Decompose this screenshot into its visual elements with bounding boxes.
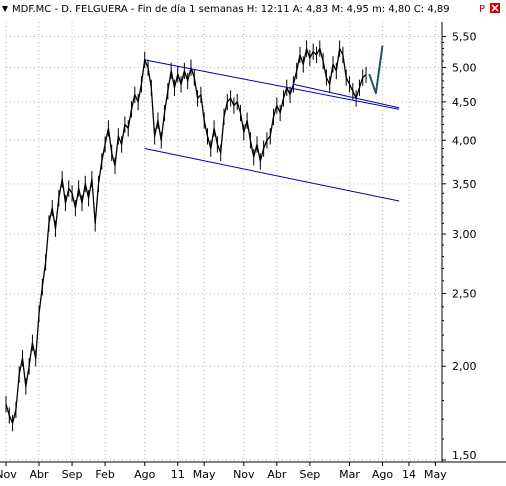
x-tick-label: Feb [95,468,114,481]
trendline [144,59,400,110]
header-marker-p: P [479,4,485,15]
x-tick-label: Abr [267,468,287,481]
x-tick-label: 14 [402,468,416,481]
y-tick-label: 4,00 [452,134,477,147]
chart-header: MDF.MC - D. FELGUERA - Fin de día 1 sema… [2,3,500,15]
trendlines [144,59,400,202]
y-tick-label: 1,50 [452,449,477,462]
x-tick-label: Nov [233,468,255,481]
close-box-x2 [491,4,499,12]
trendline [144,148,400,202]
x-tick-label: 11 [171,468,185,481]
y-tick-label: 4,50 [452,96,477,109]
y-axis: 5,50 5,00 4,50 4,00 3,50 3,00 2,50 2,00 1,50 [441,22,477,462]
x-tick-label: Nov [0,468,17,481]
x-tick-label: May [424,468,447,481]
dropdown-arrow-icon[interactable] [2,6,8,12]
header-text: MDF.MC - D. FELGUERA - Fin de día 1 sema… [12,3,450,15]
y-tick-label: 2,00 [452,360,477,373]
x-tick-label: Mar [339,468,360,481]
x-tick-label: Sep [300,468,321,481]
x-tick-label: Sep [62,468,83,481]
y-tick-label: 5,00 [452,62,477,75]
series-group [5,40,384,432]
x-tick-label: Abr [30,468,50,481]
series-line [368,45,384,95]
y-tick-label: 5,50 [452,30,477,43]
x-tick-label: Ago [134,468,156,481]
x-axis: Nov Abr Sep Feb Ago 11 May Nov Abr Sep Mar Ago 14 May [0,461,506,481]
x-tick-label: May [193,468,216,481]
series-line [5,47,367,424]
y-tick-label: 3,50 [452,178,477,191]
x-tick-label: Ago [372,468,394,481]
y-tick-label: 2,50 [452,287,477,300]
y-tick-label: 3,00 [452,228,477,241]
trendline [293,83,400,109]
